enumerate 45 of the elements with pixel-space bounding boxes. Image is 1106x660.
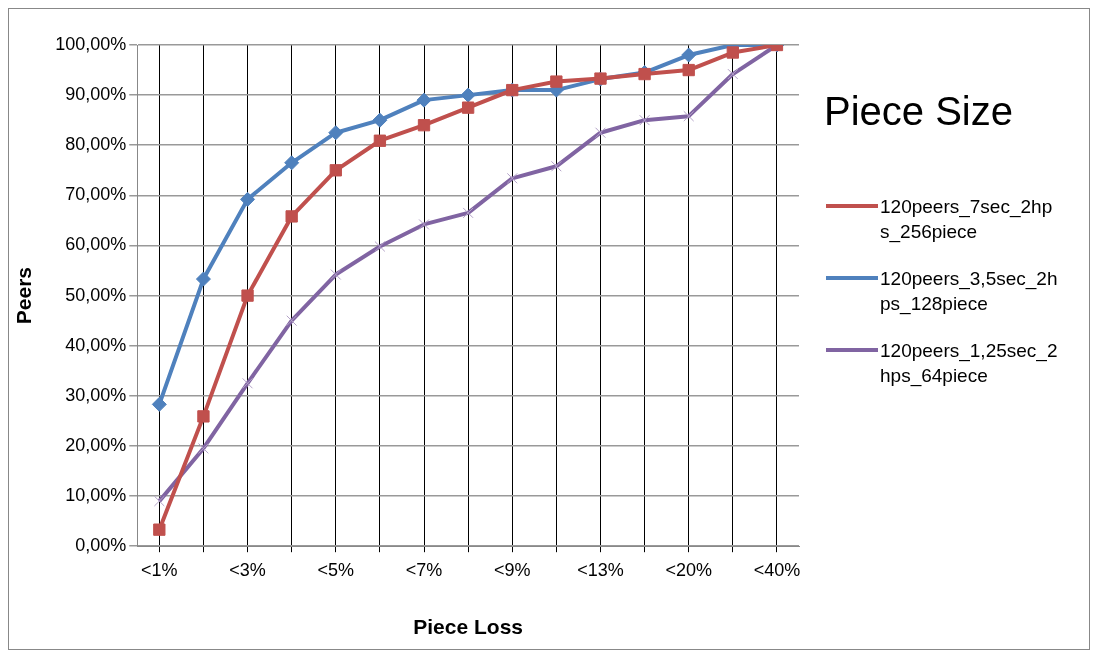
x-tick-label: <20% — [665, 559, 712, 580]
point — [151, 396, 167, 412]
point — [461, 101, 475, 114]
legend-label: 120peers_7sec_2hps_256piece — [880, 195, 1054, 244]
x-tick-label: <7% — [405, 559, 443, 580]
y-tick-label: 0,00% — [75, 535, 127, 556]
point — [195, 271, 211, 287]
y-tick-label: 10,00% — [65, 485, 127, 506]
point — [372, 112, 388, 128]
point — [328, 125, 344, 141]
point — [682, 63, 695, 77]
x-tick-label: <1% — [141, 559, 178, 580]
point — [373, 134, 387, 147]
legend-label: 120peers_3,5sec_2hps_128piece — [880, 267, 1059, 316]
point — [417, 119, 431, 132]
y-tick-label: 40,00% — [65, 334, 127, 355]
point — [241, 289, 254, 302]
point — [416, 92, 432, 108]
legend-label: 120peers_1,25sec_2hps_64piece — [880, 339, 1059, 388]
point — [681, 47, 697, 63]
y-tick-label: 20,00% — [65, 434, 127, 455]
x-tick-label: <9% — [493, 559, 531, 580]
y-tick-label: 100,00% — [55, 33, 127, 54]
x-tick-label: <3% — [229, 559, 266, 580]
point — [284, 155, 300, 171]
point — [550, 75, 563, 88]
y-tick-label: 50,00% — [65, 284, 127, 305]
x-tick-label: <40% — [753, 559, 801, 580]
y-axis-title: Peers — [12, 266, 36, 325]
y-tick-label: 90,00% — [65, 84, 127, 105]
point — [329, 164, 342, 177]
text: Piece Size — [824, 89, 1014, 134]
point — [726, 46, 739, 59]
x-axis-title: Piece Loss — [413, 615, 523, 639]
point — [460, 87, 476, 103]
point — [153, 523, 166, 536]
point — [285, 210, 298, 223]
y-tick-label: 70,00% — [65, 184, 127, 205]
point — [240, 191, 256, 207]
y-tick-label: 60,00% — [65, 234, 127, 255]
point — [197, 410, 210, 423]
x-tick-label: <5% — [317, 559, 355, 580]
y-tick-label: 30,00% — [65, 384, 127, 405]
y-tick-label: 80,00% — [65, 134, 127, 155]
x-tick-label: <13% — [577, 559, 624, 580]
